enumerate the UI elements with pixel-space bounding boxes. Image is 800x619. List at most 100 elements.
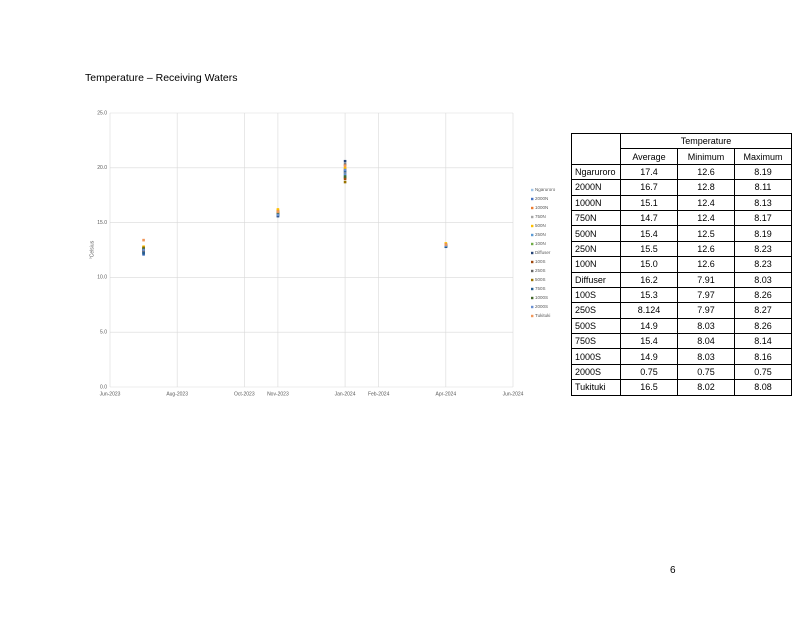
summary-table: Temperature Average Minimum Maximum Ngaruror… — [571, 132, 792, 396]
x-tick-label: Jun-2023 — [100, 391, 121, 397]
data-point — [142, 248, 145, 252]
table-row: 750S 15.4 8.04 8.14 — [571, 333, 792, 350]
table-cell: 8.19 — [734, 163, 792, 181]
legend-label: 100N — [535, 241, 546, 246]
table-cell: 16.7 — [620, 179, 678, 196]
table-cell: 12.4 — [677, 194, 735, 211]
table-cell: 8.26 — [734, 286, 792, 304]
table-cell: 8.03 — [677, 348, 735, 365]
table-row: 2000S 0.75 0.75 0.75 — [571, 363, 792, 381]
table-cell: 8.16 — [734, 348, 792, 365]
legend-swatch — [531, 305, 534, 309]
table-row: 750N 14.7 12.4 8.17 — [571, 209, 792, 227]
table-cell: 500N — [571, 225, 621, 242]
y-tick-label: 15.0 — [97, 220, 107, 226]
table-row: 100N 15.0 12.6 8.23 — [571, 256, 792, 273]
y-tick-label: 5.0 — [100, 330, 107, 336]
legend-label: Tukituki — [535, 313, 550, 318]
table-cell: 1000N — [571, 194, 621, 211]
table-cell: 1000S — [571, 348, 621, 365]
x-tick-label: Nov-2023 — [267, 391, 289, 397]
x-tick-label: Apr-2024 — [436, 391, 457, 397]
table-cell: 12.6 — [677, 256, 735, 273]
table-cell: 8.13 — [734, 194, 792, 211]
table-cell — [571, 148, 621, 165]
table-row: 500N 15.4 12.5 8.19 — [571, 225, 792, 242]
data-point — [343, 166, 347, 170]
data-point — [444, 243, 448, 246]
table-cell: 17.4 — [620, 163, 678, 181]
table-cell: 14.7 — [620, 209, 678, 227]
table-row: Tukituki 16.5 8.02 8.08 — [571, 379, 792, 396]
table-cell: 100N — [571, 256, 621, 273]
legend-swatch — [531, 314, 534, 318]
legend-swatch — [531, 233, 534, 237]
table-cell: 15.0 — [620, 256, 678, 273]
legend-label: 250N — [535, 232, 546, 237]
data-point — [343, 177, 347, 181]
y-tick-label: 0.0 — [100, 384, 107, 390]
data-point — [343, 168, 347, 172]
section-title: Temperature – Receiving Waters — [85, 72, 238, 84]
table-cell: 12.4 — [677, 209, 735, 227]
table-row: 100S 15.3 7.97 8.26 — [571, 286, 792, 304]
table-row: 1000S 14.9 8.03 8.16 — [571, 348, 792, 365]
legend-label: 500S — [535, 277, 546, 282]
table-row: 250S 8.124 7.97 8.27 — [571, 302, 792, 319]
table-cell: 16.5 — [620, 379, 678, 396]
table-cell: 8.04 — [677, 333, 735, 350]
legend-swatch — [531, 260, 534, 264]
legend-label: 100S — [535, 259, 546, 264]
table-cell: Diffuser — [571, 271, 621, 288]
table-cell: 12.6 — [677, 240, 735, 258]
table-cell: 100S — [571, 286, 621, 304]
table-cell: 8.26 — [734, 317, 792, 335]
legend-label: 2000S — [535, 304, 548, 309]
x-tick-label: Aug-2023 — [166, 391, 188, 397]
data-point — [343, 180, 347, 184]
table-cell: Temperature — [620, 132, 792, 150]
table-cell: 8.08 — [734, 379, 792, 396]
table-row: 1000N 15.1 12.4 8.13 — [571, 194, 792, 211]
table-cell: 7.97 — [677, 302, 735, 319]
table-cell: 7.91 — [677, 271, 735, 288]
table-cell: 250N — [571, 240, 621, 258]
legend-swatch — [531, 278, 534, 282]
table-cell: 8.27 — [734, 302, 792, 319]
table-cell: 750S — [571, 333, 621, 350]
table-cell: 15.3 — [620, 286, 678, 304]
table-cell: 8.17 — [734, 209, 792, 227]
legend-swatch — [531, 188, 534, 192]
table-cell: 2000N — [571, 179, 621, 196]
legend-label: Diffuser — [535, 250, 551, 255]
legend-swatch — [531, 206, 534, 210]
table-cell: 7.97 — [677, 286, 735, 304]
table-cell: 8.03 — [677, 317, 735, 335]
x-tick-label: Jun-2024 — [503, 391, 524, 397]
x-tick-label: Feb-2024 — [368, 391, 390, 397]
table-cell: 8.19 — [734, 225, 792, 242]
table-cell: 0.75 — [620, 363, 678, 381]
y-tick-label: 20.0 — [97, 165, 107, 171]
table-cell: 15.1 — [620, 194, 678, 211]
table-row: 500S 14.9 8.03 8.26 — [571, 317, 792, 335]
table-cell: 750N — [571, 209, 621, 227]
legend-swatch — [531, 269, 534, 273]
table-cell: 8.23 — [734, 240, 792, 258]
data-point — [343, 164, 347, 167]
legend-label: 1000N — [535, 205, 548, 210]
table-cell: 16.2 — [620, 271, 678, 288]
table-cell — [571, 132, 621, 149]
legend-label: 1000S — [535, 295, 548, 300]
table-cell: Minimum — [677, 148, 735, 165]
table-row: Average Minimum Maximum — [571, 148, 792, 165]
table-cell: Tukituki — [571, 379, 621, 396]
legend-swatch — [531, 197, 534, 201]
table-cell: Maximum — [734, 148, 792, 165]
data-point — [142, 238, 145, 242]
table-cell: 8.11 — [734, 179, 792, 196]
table-cell: 15.4 — [620, 225, 678, 242]
table-cell: 8.124 — [620, 302, 678, 319]
data-point — [276, 210, 280, 213]
